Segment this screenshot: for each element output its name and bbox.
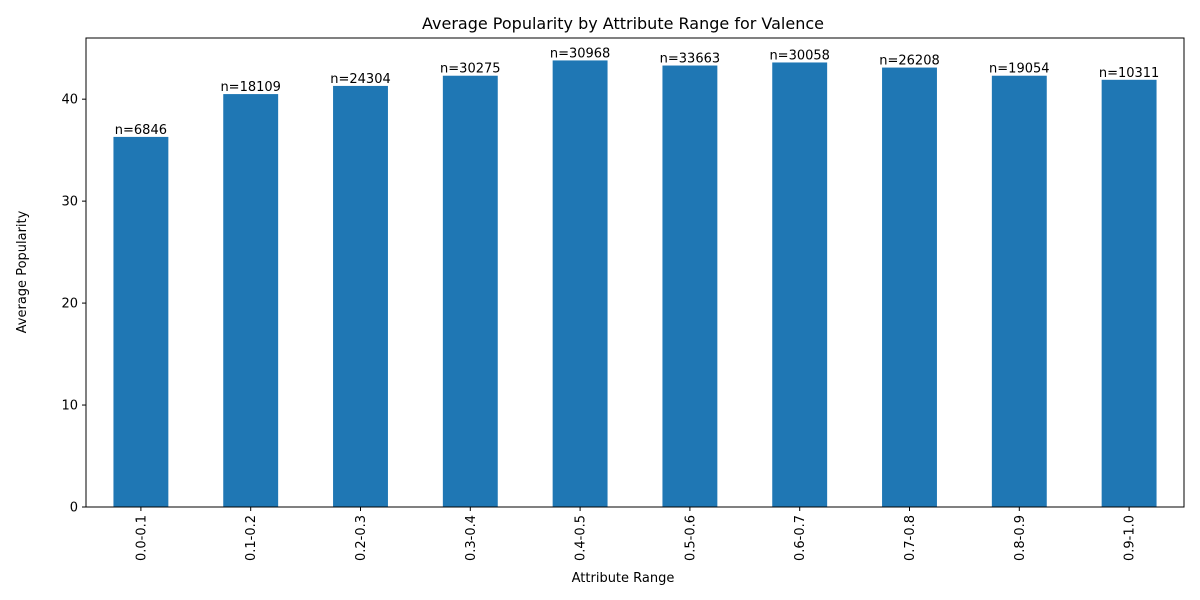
bar-0.9-1.0 xyxy=(1101,79,1157,508)
y-tick-label-10: 10 xyxy=(61,399,78,414)
x-tick-label-0.7-0.8: 0.7-0.8 xyxy=(903,515,918,561)
bars-group xyxy=(113,60,1157,508)
y-tick-label-20: 20 xyxy=(61,297,78,312)
bar-0.5-0.6 xyxy=(662,65,718,507)
x-tick-label-0.0-0.1: 0.0-0.1 xyxy=(134,515,149,561)
bar-label-0.7-0.8: n=26208 xyxy=(879,54,940,69)
bar-0.6-0.7 xyxy=(772,62,828,507)
chart-title: Average Popularity by Attribute Range fo… xyxy=(422,14,824,33)
bar-label-0.1-0.2: n=18109 xyxy=(220,80,281,95)
bar-label-0.0-0.1: n=6846 xyxy=(115,123,167,138)
bar-0.4-0.5 xyxy=(552,60,608,508)
x-tick-label-0.4-0.5: 0.4-0.5 xyxy=(574,515,589,561)
bar-label-0.4-0.5: n=30968 xyxy=(550,46,611,61)
x-tick-label-0.8-0.9: 0.8-0.9 xyxy=(1013,515,1028,561)
bar-labels-group: n=6846 n=18109 n=24304 n=30275 n=30968 n=3366… xyxy=(115,46,1160,137)
bar-0.8-0.9 xyxy=(991,75,1047,507)
plot-frame xyxy=(85,37,1185,508)
y-tick-label-0: 0 xyxy=(70,501,78,516)
x-tick-label-0.6-0.7: 0.6-0.7 xyxy=(793,515,808,561)
y-axis-label: Average Popularity xyxy=(15,210,30,333)
bar-0.2-0.3 xyxy=(333,85,388,508)
bar-0.7-0.8 xyxy=(882,67,937,507)
bar-0.1-0.2 xyxy=(223,94,279,507)
bar-label-0.9-1.0: n=10311 xyxy=(1099,66,1160,81)
bar-label-0.2-0.3: n=24304 xyxy=(330,72,391,87)
y-axis-ticks: 0 10 20 30 40 xyxy=(61,93,86,516)
bar-label-0.5-0.6: n=33663 xyxy=(660,52,721,67)
bar-0.0-0.1 xyxy=(113,136,169,507)
x-tick-label-0.5-0.6: 0.5-0.6 xyxy=(683,515,698,561)
bar-label-0.8-0.9: n=19054 xyxy=(989,62,1050,77)
x-tick-label-0.3-0.4: 0.3-0.4 xyxy=(464,515,479,561)
x-tick-label-0.2-0.3: 0.2-0.3 xyxy=(354,515,369,561)
bar-0.3-0.4 xyxy=(442,75,498,507)
bar-label-0.6-0.7: n=30058 xyxy=(769,48,830,63)
x-axis-ticks: 0.0-0.1 0.1-0.2 0.2-0.3 0.3-0.4 0.4-0.5 0.5-0… xyxy=(134,507,1138,561)
x-tick-label-0.1-0.2: 0.1-0.2 xyxy=(244,515,259,561)
x-axis-label: Attribute Range xyxy=(572,571,675,586)
y-tick-label-40: 40 xyxy=(61,93,78,108)
bar-label-0.3-0.4: n=30275 xyxy=(440,62,501,77)
y-tick-label-30: 30 xyxy=(61,195,78,210)
x-tick-label-0.9-1.0: 0.9-1.0 xyxy=(1123,515,1138,561)
